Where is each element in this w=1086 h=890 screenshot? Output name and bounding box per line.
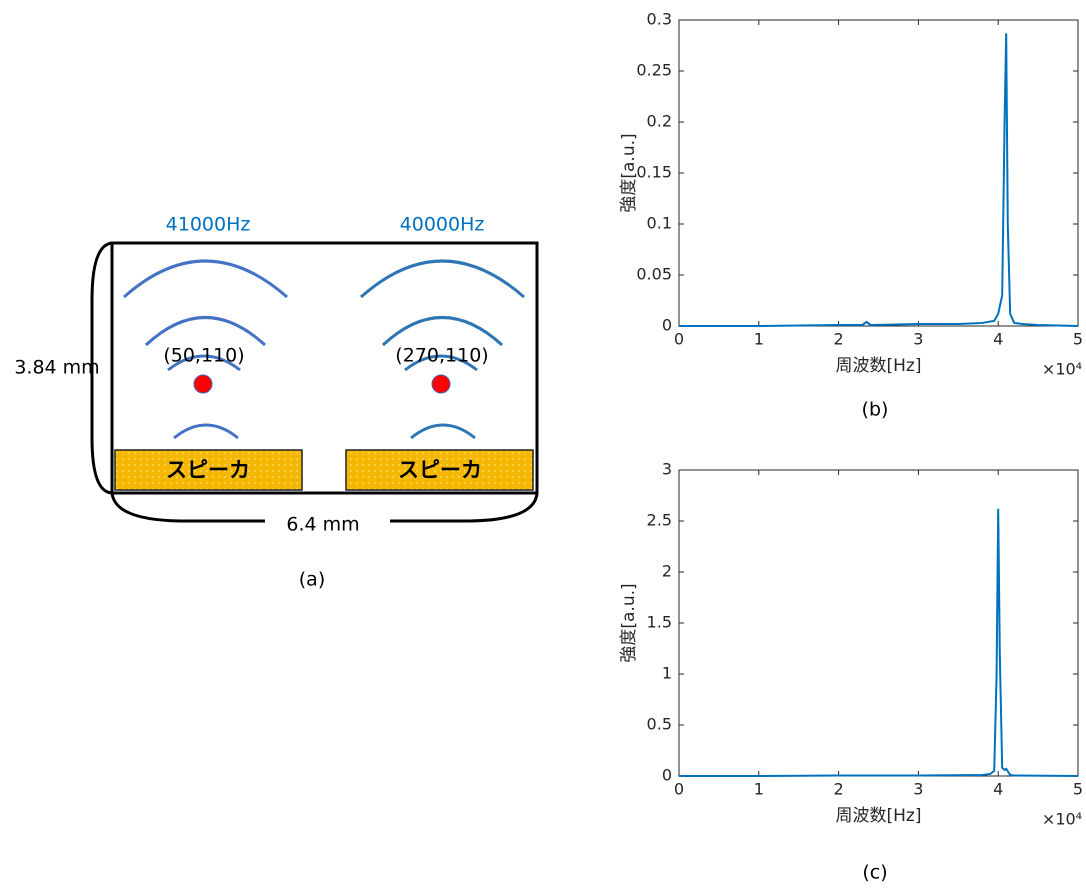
width-label: 6.4 mm [286, 514, 359, 536]
point-label: (270,110) [395, 345, 488, 367]
speaker-label: スピーカ [166, 458, 250, 482]
plot-area [679, 470, 1078, 776]
y-tick-label: 2.5 [647, 511, 672, 530]
y-tick-label: 2 [662, 562, 672, 581]
wave [146, 318, 265, 346]
caption: (b) [862, 399, 889, 421]
y-axis-label: 強度[a.u.] [619, 583, 639, 662]
x-tick-label: 0 [674, 780, 684, 799]
x-tick-label: 3 [913, 330, 923, 349]
y-tick-label: 1.5 [647, 613, 672, 632]
point [194, 375, 212, 393]
y-tick-label: 1 [662, 664, 672, 683]
x-tick-label: 1 [754, 780, 764, 799]
y-tick-label: 0.15 [636, 163, 672, 182]
x-tick-label: 5 [1073, 780, 1083, 799]
x-scale-label: ×10⁴ [1042, 360, 1082, 379]
y-tick-label: 0.2 [647, 112, 672, 131]
x-tick-label: 2 [834, 780, 844, 799]
x-tick-label: 4 [993, 780, 1003, 799]
panel-a: 41000Hz 40000Hz (50,110) (270,110) スピーカ … [14, 214, 537, 591]
wave [383, 318, 502, 346]
y-tick-label: 0.25 [636, 61, 672, 80]
figure: 41000Hz 40000Hz (50,110) (270,110) スピーカ … [0, 0, 1086, 886]
point-label: (50,110) [163, 345, 244, 367]
x-tick-label: 2 [834, 330, 844, 349]
y-tick-label: 0 [662, 766, 672, 785]
y-tick-label: 3 [662, 460, 672, 479]
x-tick-label: 3 [913, 780, 923, 799]
frequency-label: 41000Hz [166, 214, 251, 236]
y-axis-label: 強度[a.u.] [619, 133, 639, 212]
x-axis-label: 周波数[Hz] [836, 356, 922, 376]
caption: (c) [862, 862, 887, 884]
y-tick-label: 0.1 [647, 214, 672, 233]
wave [124, 261, 287, 297]
caption: (a) [299, 569, 325, 591]
y-tick-label: 0.3 [647, 10, 672, 29]
speaker-label: スピーカ [398, 458, 482, 482]
y-tick-label: 0 [662, 316, 672, 335]
x-tick-label: 0 [674, 330, 684, 349]
x-axis-label: 周波数[Hz] [836, 806, 922, 826]
wave [411, 425, 475, 438]
x-tick-label: 1 [754, 330, 764, 349]
height-label: 3.84 mm [14, 357, 99, 379]
wave [361, 261, 524, 297]
x-tick-label: 4 [993, 330, 1003, 349]
x-scale-label: ×10⁴ [1042, 810, 1082, 829]
x-tick-label: 5 [1073, 330, 1083, 349]
point [432, 375, 450, 393]
frequency-label: 40000Hz [400, 214, 485, 236]
y-tick-label: 0.5 [647, 715, 672, 734]
plot-area [679, 20, 1078, 326]
y-tick-label: 0.05 [636, 265, 672, 284]
wave [174, 425, 238, 438]
